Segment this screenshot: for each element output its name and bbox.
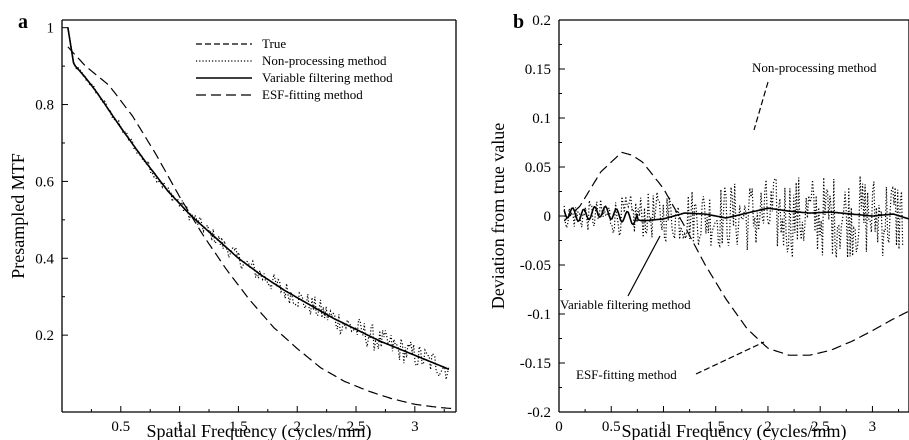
legend-entry: Variable filtering method — [262, 70, 393, 85]
series-line-non-processing-method — [67, 27, 450, 380]
chart-panel-a: a 0.2 0.4 0.6 0.8 1 0.5 1 1.5 2 2.5 3 Spatial Freque… — [8, 11, 457, 440]
y-tick-label: 0.1 — [532, 111, 551, 127]
x-tick-label: 2 — [764, 419, 772, 435]
series-line-esf-fitting-method — [563, 151, 909, 356]
panel-letter-a: a — [18, 11, 28, 33]
y-axis-title: Deviation from true value — [488, 123, 508, 309]
y-tick-label: 1 — [47, 21, 55, 37]
x-tick-label: 3 — [411, 419, 419, 435]
x-tick-label: 2.5 — [811, 419, 830, 435]
legend-entry: ESF-fitting method — [262, 87, 363, 102]
y-tick-label: 0.6 — [35, 174, 54, 190]
annotation-label: Non-processing method — [752, 60, 877, 75]
y-tick-label: 0.2 — [35, 328, 54, 344]
x-tick-label: 3 — [869, 419, 877, 435]
x-tick-label: 2 — [293, 419, 301, 435]
x-tick-label: 0 — [555, 419, 563, 435]
x-tick-label: 0.5 — [111, 419, 130, 435]
y-tick-label: -0.1 — [527, 307, 551, 323]
annotations: Non-processing method Variable filtering … — [560, 60, 877, 382]
chart-panel-b: b -0.2 -0.15 -0.1 -0.05 0 0.05 0.1 0.15 0.2 0 0.5 1 1… — [488, 11, 909, 440]
panel-letter-b: b — [513, 11, 524, 33]
series-line-variable-filtering-method — [67, 27, 450, 370]
x-axis-title: Spatial Frequency (cycles/mm) — [622, 421, 847, 440]
x-tick-label: 1.5 — [706, 419, 725, 435]
x-tick-label: 0.5 — [602, 419, 621, 435]
annotation-leader-line — [695, 341, 765, 375]
legend-entry: True — [262, 36, 286, 51]
y-tick-label: -0.2 — [527, 405, 551, 421]
annotation-label: Variable filtering method — [560, 297, 691, 312]
y-tick-label: 0.4 — [35, 251, 54, 267]
y-tick-label: 0.05 — [525, 160, 551, 176]
y-axis-title: Presampled MTF — [8, 153, 28, 279]
x-tick-label: 1 — [660, 419, 668, 435]
x-tick-label: 1 — [176, 419, 184, 435]
y-tick-label: 0.8 — [35, 98, 54, 114]
annotation-label: ESF-fitting method — [576, 367, 677, 382]
legend: True Non-processing method Variable filter… — [196, 36, 393, 102]
x-tick-label: 1.5 — [229, 419, 248, 435]
plot-area — [563, 151, 909, 356]
annotation-leader-line — [627, 235, 661, 297]
y-tick-label: -0.15 — [520, 356, 551, 372]
series-line-variable-filtering-method — [563, 205, 909, 226]
annotation-leader-line — [753, 81, 769, 131]
y-tick-label: 0.15 — [525, 62, 551, 78]
x-axis-title: Spatial Frequency (cycles/mm) — [147, 421, 372, 440]
y-tick-label: 0.2 — [532, 13, 551, 29]
series-line-esf-fitting-method — [67, 46, 456, 410]
x-tick-label: 2.5 — [347, 419, 366, 435]
legend-entry: Non-processing method — [262, 53, 387, 68]
y-tick-label: 0 — [544, 209, 552, 225]
plot-area — [67, 27, 456, 410]
y-tick-label: -0.05 — [520, 258, 551, 274]
